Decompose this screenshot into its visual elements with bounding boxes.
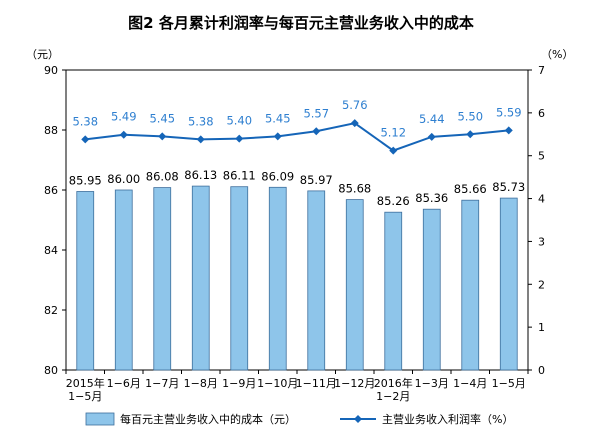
left-axis-tick-label: 90 xyxy=(44,64,58,77)
right-axis-tick-label: 3 xyxy=(538,235,545,248)
legend-bar-swatch xyxy=(85,412,115,426)
chart-title: 图2 各月累计利润率与每百元主营业务收入中的成本 xyxy=(128,14,474,32)
line-value-label: 5.40 xyxy=(226,114,252,128)
right-axis-tick-label: 6 xyxy=(538,107,545,120)
line-point xyxy=(81,135,90,144)
x-axis-tick-label: 1−3月 xyxy=(415,377,449,390)
x-axis-tick-label: 1−5月 xyxy=(492,377,526,390)
left-axis-tick-label: 80 xyxy=(44,364,58,377)
line-point xyxy=(235,134,244,143)
right-axis-tick-label: 0 xyxy=(538,364,545,377)
line-point xyxy=(466,130,475,139)
bar xyxy=(230,186,249,371)
line-point xyxy=(273,132,282,141)
legend-line-label: 主营业务收入利润率（%） xyxy=(382,412,513,426)
bar-value-label: 86.09 xyxy=(261,169,294,183)
profit-rate-line xyxy=(85,122,509,152)
x-axis-tick-label: 1−6月 xyxy=(107,377,141,390)
bar-value-label: 85.73 xyxy=(492,180,525,194)
x-axis-tick-label: 1−12月 xyxy=(334,377,375,390)
x-axis-tick-label: 1−11月 xyxy=(296,377,337,390)
left-axis-tick-label: 82 xyxy=(44,304,58,317)
bar xyxy=(461,199,480,371)
x-axis-tick-label: 1−8月 xyxy=(184,377,218,390)
x-axis-tick-label: 1−4月 xyxy=(453,377,487,390)
bar xyxy=(191,185,210,371)
bar-value-label: 85.66 xyxy=(454,182,487,196)
line-value-label: 5.12 xyxy=(380,126,406,140)
legend-bar-label: 每百元主营业务收入中的成本（元） xyxy=(120,412,296,426)
line-value-label: 5.45 xyxy=(265,111,291,125)
line-value-label: 5.38 xyxy=(72,114,98,128)
bar-value-label: 85.36 xyxy=(415,191,448,205)
x-axis-tick-label: 1−5月 xyxy=(68,390,102,403)
line-point xyxy=(350,119,359,128)
bar-value-label: 85.68 xyxy=(338,182,371,196)
line-point xyxy=(389,146,398,155)
legend-line-marker xyxy=(354,415,362,423)
x-axis-tick-label: 2015年 xyxy=(66,376,105,390)
line-value-label: 5.76 xyxy=(342,98,368,112)
right-axis-tick-label: 1 xyxy=(538,321,545,334)
line-point xyxy=(196,135,205,144)
bar-value-label: 85.26 xyxy=(377,194,410,208)
bar-value-label: 86.08 xyxy=(146,170,179,184)
line-value-label: 5.45 xyxy=(149,111,175,125)
bar xyxy=(384,211,403,371)
bar-value-label: 86.11 xyxy=(223,169,256,183)
bar xyxy=(153,187,172,371)
line-value-label: 5.59 xyxy=(496,105,522,119)
left-axis-tick-label: 88 xyxy=(44,124,58,137)
x-axis-tick-label: 1−2月 xyxy=(376,390,410,403)
bar xyxy=(76,191,95,371)
line-value-label: 5.50 xyxy=(457,109,483,123)
right-axis-unit: （%） xyxy=(541,48,574,61)
x-axis-tick-label: 1−10月 xyxy=(257,377,298,390)
line-point xyxy=(504,126,513,135)
line-value-label: 5.57 xyxy=(303,106,329,120)
x-axis-tick-label: 1−9月 xyxy=(222,377,256,390)
bar xyxy=(307,190,326,371)
left-axis-tick-label: 84 xyxy=(44,244,58,257)
line-value-label: 5.44 xyxy=(419,112,445,126)
right-axis-tick-label: 4 xyxy=(538,193,545,206)
x-axis-tick-label: 2016年 xyxy=(374,376,413,390)
line-value-label: 5.38 xyxy=(188,114,214,128)
left-axis-unit: （元） xyxy=(26,48,59,61)
bar-value-label: 85.97 xyxy=(300,173,333,187)
bar xyxy=(345,199,364,371)
left-axis-tick-label: 86 xyxy=(44,184,58,197)
line-value-label: 5.49 xyxy=(111,110,137,124)
right-axis-tick-label: 2 xyxy=(538,278,545,291)
right-axis-tick-label: 7 xyxy=(538,64,545,77)
line-point xyxy=(119,130,128,139)
bar xyxy=(499,197,518,371)
bar xyxy=(114,189,133,371)
right-axis-tick-label: 5 xyxy=(538,150,545,163)
bar-value-label: 86.00 xyxy=(107,172,140,186)
bar xyxy=(422,208,441,371)
bar-value-label: 85.95 xyxy=(69,174,102,188)
bar xyxy=(268,186,287,371)
line-point xyxy=(427,132,436,141)
x-axis-tick-label: 1−7月 xyxy=(145,377,179,390)
line-point xyxy=(312,127,321,136)
bar-value-label: 86.13 xyxy=(184,168,217,182)
line-point xyxy=(158,132,167,141)
